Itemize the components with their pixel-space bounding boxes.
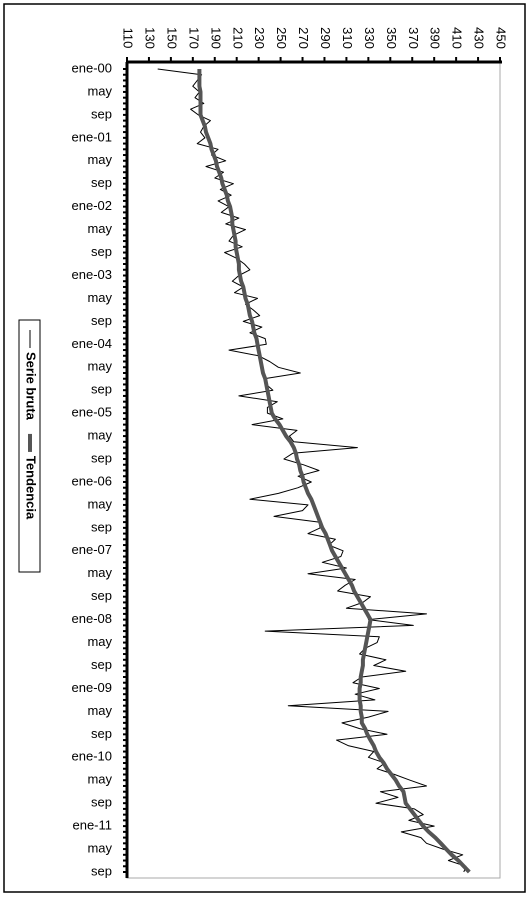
- x-tick-label: 130: [143, 27, 158, 49]
- x-tick-label: 450: [494, 27, 509, 49]
- x-tick-label: 310: [340, 27, 355, 49]
- y-tick-label: may: [87, 359, 112, 374]
- y-tick-label: ene-10: [72, 749, 112, 764]
- y-tick-label: ene-09: [72, 680, 112, 695]
- y-tick-label: may: [87, 152, 112, 167]
- x-tick-label: 290: [318, 27, 333, 49]
- x-tick-label: 370: [406, 27, 421, 49]
- x-tick-label: 170: [186, 27, 201, 49]
- y-tick-label: may: [87, 496, 112, 511]
- x-tick-label: 350: [384, 27, 399, 49]
- y-tick-label: may: [87, 290, 112, 305]
- y-tick-label: ene-00: [72, 60, 112, 75]
- y-tick-label: ene-07: [72, 542, 112, 557]
- y-tick-label: ene-11: [72, 818, 112, 833]
- y-tick-label: may: [87, 565, 112, 580]
- x-tick-label: 230: [252, 27, 267, 49]
- y-tick-label: sep: [91, 106, 112, 121]
- y-tick-label: may: [87, 221, 112, 236]
- y-tick-label: may: [87, 840, 112, 855]
- x-tick-label: 150: [164, 27, 179, 49]
- legend-label: Serie bruta: [24, 352, 39, 421]
- x-tick-label: 250: [274, 27, 289, 49]
- x-tick-label: 330: [362, 27, 377, 49]
- x-tick-label: 430: [472, 27, 487, 49]
- x-tick-label: 410: [450, 27, 465, 49]
- y-tick-label: may: [87, 772, 112, 787]
- y-tick-label: sep: [91, 863, 112, 878]
- y-tick-label: sep: [91, 519, 112, 534]
- y-tick-label: sep: [91, 657, 112, 672]
- y-tick-label: ene-03: [72, 267, 112, 282]
- chart-frame: [3, 3, 526, 893]
- legend-label: Tendencia: [24, 456, 39, 520]
- y-tick-label: sep: [91, 795, 112, 810]
- x-tick-label: 390: [428, 27, 443, 49]
- y-tick-label: ene-01: [72, 129, 112, 144]
- y-tick-label: sep: [91, 588, 112, 603]
- y-tick-label: sep: [91, 175, 112, 190]
- y-tick-label: sep: [91, 450, 112, 465]
- y-tick-label: may: [87, 83, 112, 98]
- y-tick-label: sep: [91, 313, 112, 328]
- y-tick-label: may: [87, 703, 112, 718]
- y-tick-label: ene-08: [72, 611, 112, 626]
- x-tick-label: 110: [121, 28, 136, 49]
- y-tick-label: may: [87, 428, 112, 443]
- y-tick-label: ene-06: [72, 473, 112, 488]
- legend: Serie bruta Tendencia: [18, 319, 41, 573]
- x-tick-label: 190: [208, 27, 223, 49]
- series-line: [197, 69, 471, 874]
- y-tick-label: ene-02: [72, 198, 112, 213]
- series-line: [157, 68, 467, 873]
- y-tick-label: sep: [91, 244, 112, 259]
- y-tick-label: sep: [91, 726, 112, 741]
- x-tick-label: 270: [296, 27, 311, 49]
- y-tick-label: may: [87, 634, 112, 649]
- y-tick-label: ene-04: [72, 336, 112, 351]
- y-tick-label: sep: [91, 382, 112, 397]
- y-tick-label: ene-05: [72, 405, 112, 420]
- x-tick-label: 210: [230, 27, 245, 49]
